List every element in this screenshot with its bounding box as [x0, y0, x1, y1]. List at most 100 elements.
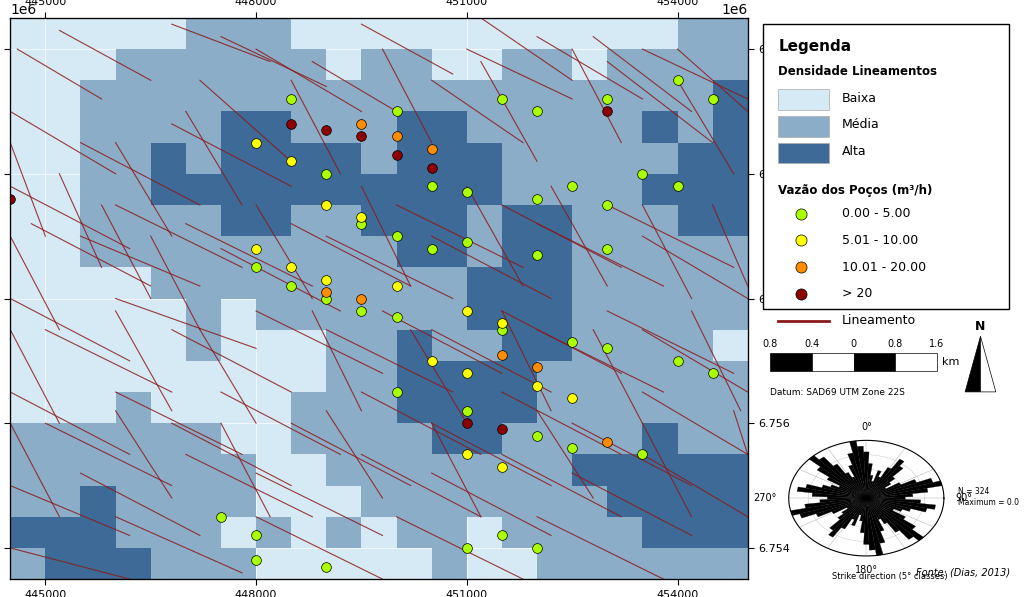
- Bar: [185, 298, 221, 330]
- Polygon shape: [866, 498, 881, 519]
- Text: N = 324: N = 324: [957, 487, 989, 496]
- Bar: [396, 330, 432, 361]
- Bar: [221, 143, 256, 174]
- Bar: [678, 454, 713, 485]
- Bar: [116, 517, 151, 548]
- Bar: [678, 517, 713, 548]
- Polygon shape: [965, 336, 980, 392]
- Bar: [467, 236, 502, 267]
- Text: 270°: 270°: [754, 493, 777, 503]
- Bar: [537, 267, 572, 298]
- Bar: [185, 330, 221, 361]
- Text: 0: 0: [851, 339, 857, 349]
- Bar: [256, 18, 291, 49]
- Bar: [572, 236, 607, 267]
- Polygon shape: [827, 477, 866, 498]
- Bar: [45, 485, 81, 517]
- Bar: [151, 423, 185, 454]
- Polygon shape: [980, 336, 995, 392]
- Bar: [678, 330, 713, 361]
- Polygon shape: [866, 488, 886, 498]
- Bar: [396, 174, 432, 205]
- Bar: [81, 174, 116, 205]
- Bar: [572, 548, 607, 579]
- Bar: [713, 298, 748, 330]
- Bar: [642, 330, 678, 361]
- Bar: [291, 143, 327, 174]
- Bar: [642, 517, 678, 548]
- Bar: [256, 236, 291, 267]
- Bar: [467, 485, 502, 517]
- Bar: [185, 548, 221, 579]
- Bar: [396, 485, 432, 517]
- Bar: [607, 361, 642, 392]
- Bar: [678, 548, 713, 579]
- Polygon shape: [846, 473, 866, 498]
- Polygon shape: [819, 457, 866, 498]
- Bar: [432, 205, 467, 236]
- Bar: [116, 143, 151, 174]
- Bar: [432, 143, 467, 174]
- Bar: [502, 236, 537, 267]
- Bar: [361, 205, 396, 236]
- Bar: [537, 423, 572, 454]
- Bar: [642, 548, 678, 579]
- Bar: [221, 267, 256, 298]
- Bar: [116, 174, 151, 205]
- Bar: [81, 423, 116, 454]
- Polygon shape: [847, 498, 866, 509]
- Bar: [502, 392, 537, 423]
- Text: Densidade Lineamentos: Densidade Lineamentos: [778, 66, 937, 78]
- Bar: [572, 112, 607, 143]
- Bar: [291, 298, 327, 330]
- Bar: [361, 174, 396, 205]
- Bar: [607, 49, 642, 80]
- Bar: [396, 423, 432, 454]
- Bar: [537, 112, 572, 143]
- Bar: [361, 330, 396, 361]
- Bar: [327, 236, 361, 267]
- Bar: [221, 174, 256, 205]
- Polygon shape: [866, 497, 905, 500]
- Bar: [778, 116, 829, 137]
- Bar: [502, 423, 537, 454]
- Bar: [256, 112, 291, 143]
- Bar: [361, 112, 396, 143]
- Bar: [467, 423, 502, 454]
- Bar: [327, 361, 361, 392]
- Bar: [327, 174, 361, 205]
- Bar: [713, 205, 748, 236]
- Polygon shape: [866, 498, 905, 519]
- Bar: [537, 330, 572, 361]
- Bar: [678, 423, 713, 454]
- Polygon shape: [820, 498, 866, 503]
- Polygon shape: [866, 488, 928, 498]
- Bar: [678, 112, 713, 143]
- Bar: [607, 392, 642, 423]
- Bar: [396, 236, 432, 267]
- Bar: [678, 143, 713, 174]
- Bar: [607, 548, 642, 579]
- Bar: [185, 143, 221, 174]
- Bar: [607, 454, 642, 485]
- Bar: [678, 205, 713, 236]
- Bar: [10, 454, 45, 485]
- Text: km: km: [942, 357, 959, 367]
- Bar: [713, 174, 748, 205]
- Bar: [81, 143, 116, 174]
- Bar: [291, 80, 327, 112]
- Bar: [361, 361, 396, 392]
- Bar: [572, 392, 607, 423]
- Bar: [713, 361, 748, 392]
- Bar: [10, 517, 45, 548]
- Polygon shape: [809, 456, 866, 498]
- Bar: [185, 517, 221, 548]
- Bar: [642, 112, 678, 143]
- Bar: [221, 80, 256, 112]
- Bar: [502, 174, 537, 205]
- Bar: [185, 454, 221, 485]
- Bar: [642, 143, 678, 174]
- Bar: [572, 143, 607, 174]
- Polygon shape: [866, 498, 876, 550]
- Bar: [642, 298, 678, 330]
